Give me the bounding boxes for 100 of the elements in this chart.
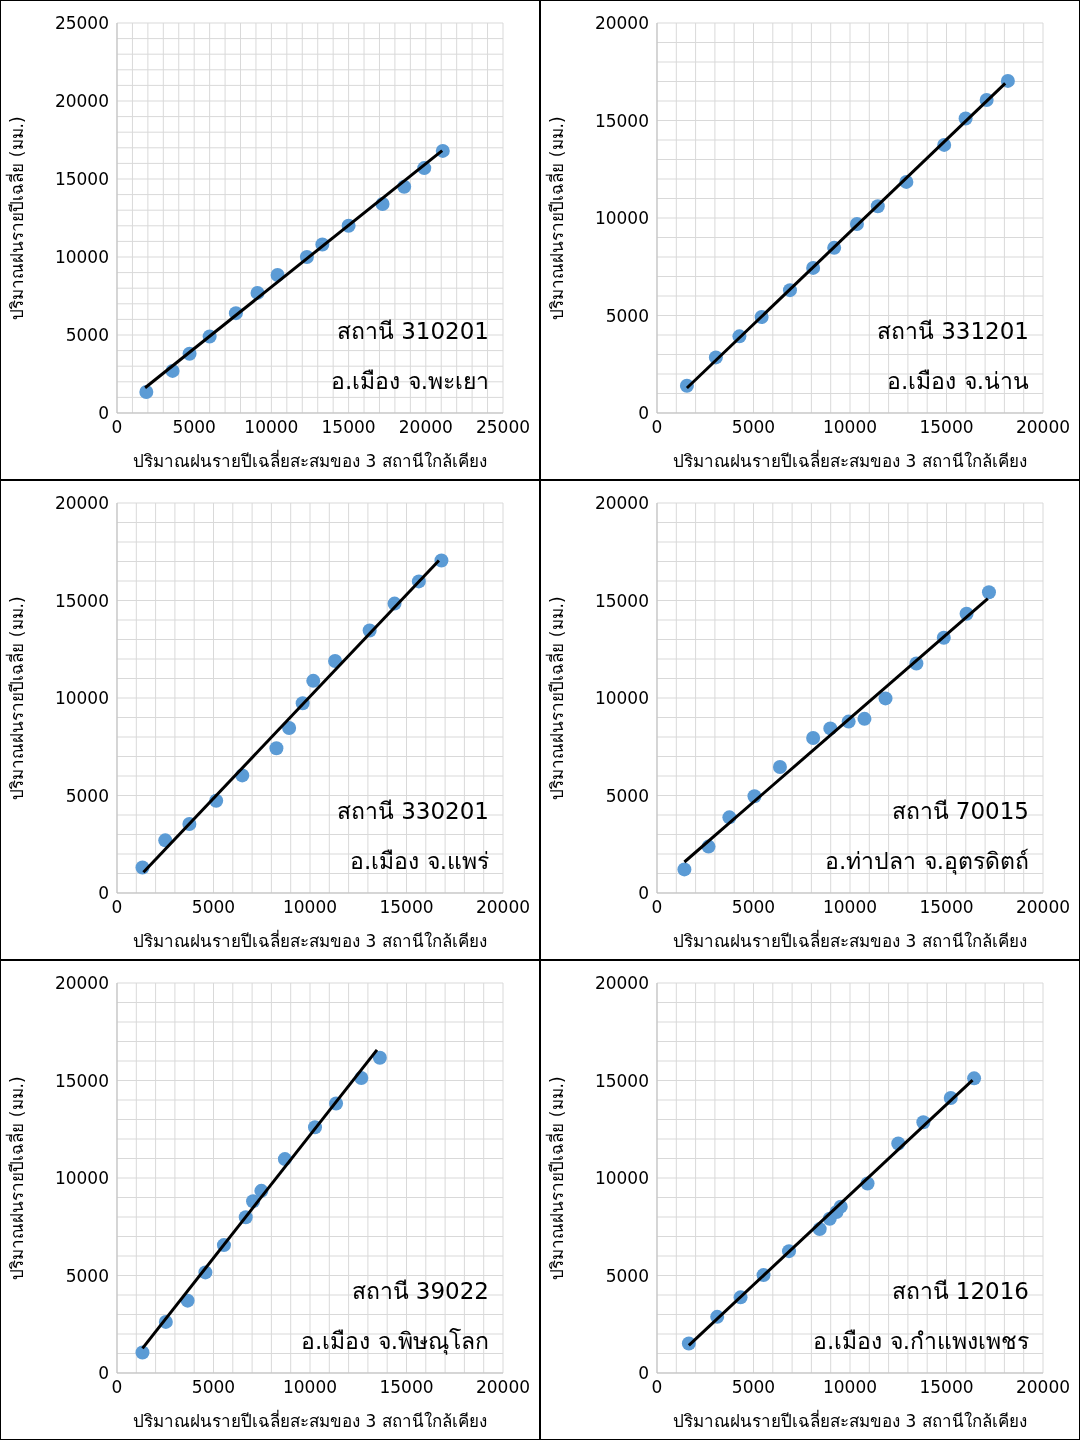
point <box>139 384 154 399</box>
y-tick-label: 0 <box>638 883 649 904</box>
x-tick-label: 0 <box>651 1377 663 1398</box>
y-tick-label: 0 <box>98 883 109 904</box>
x-tick-label: 10000 <box>822 1377 878 1398</box>
annotation: อ.เมือง จ.น่าน <box>886 367 1029 396</box>
annotation: สถานี 331201 <box>876 317 1029 346</box>
point <box>135 1345 150 1360</box>
y-axis-title: ปริมาณฝนรายปีเฉลี่ย (มม.) <box>545 116 568 320</box>
y-tick-label: 20000 <box>594 493 649 514</box>
x-tick-label: 5000 <box>731 417 776 438</box>
y-tick-label: 5000 <box>65 1265 109 1286</box>
x-axis-title: ปริมาณฝนรายปีเฉลี่ยสะสมของ 3 สถานีใกล้เคียง <box>673 449 1027 471</box>
y-tick-label: 5000 <box>605 1265 649 1286</box>
annotation: สถานี 12016 <box>890 1277 1029 1306</box>
y-tick-label: 15000 <box>54 169 109 190</box>
x-tick-label: 0 <box>111 897 123 918</box>
x-axis-title: ปริมาณฝนรายปีเฉลี่ยสะสมของ 3 สถานีใกล้เคียง <box>673 929 1027 951</box>
x-tick-label: 25000 <box>475 417 531 438</box>
x-tick-label: 0 <box>111 1377 123 1398</box>
y-tick-label: 20000 <box>594 973 649 994</box>
y-tick-label: 15000 <box>54 1070 109 1091</box>
y-axis-title: ปริมาณฝนรายปีเฉลี่ย (มม.) <box>5 116 28 320</box>
point <box>269 741 284 756</box>
x-tick-label: 10000 <box>822 897 878 918</box>
y-tick-label: 0 <box>98 403 109 424</box>
annotation: สถานี 330201 <box>336 797 489 826</box>
annotation: อ.เมือง จ.พะเยา <box>331 367 489 396</box>
y-tick-label: 20000 <box>54 493 109 514</box>
y-tick-label: 5000 <box>605 305 649 326</box>
point <box>967 1071 982 1086</box>
y-axis-title: ปริมาณฝนรายปีเฉลี่ย (มม.) <box>545 596 568 800</box>
x-tick-label: 20000 <box>1015 417 1071 438</box>
x-tick-label: 5000 <box>731 1377 776 1398</box>
y-tick-label: 0 <box>98 1363 109 1384</box>
y-tick-label: 15000 <box>594 1070 649 1091</box>
x-tick-label: 15000 <box>321 417 376 438</box>
y-tick-label: 10000 <box>54 688 109 709</box>
y-tick-label: 20000 <box>594 13 649 34</box>
y-tick-label: 0 <box>638 403 649 424</box>
y-tick-label: 15000 <box>54 590 109 611</box>
y-axis-title: ปริมาณฝนรายปีเฉลี่ย (มม.) <box>5 596 28 800</box>
point <box>857 711 872 726</box>
x-tick-label: 5000 <box>191 1377 236 1398</box>
x-tick-label: 15000 <box>379 1377 434 1398</box>
point <box>1000 73 1015 88</box>
x-tick-label: 20000 <box>1015 1377 1071 1398</box>
annotation: อ.ท่าปลา จ.อุตรดิตถ์ <box>825 847 1029 877</box>
x-tick-label: 15000 <box>379 897 434 918</box>
x-tick-label: 10000 <box>822 417 878 438</box>
x-tick-label: 20000 <box>398 417 453 438</box>
x-tick-label: 5000 <box>172 417 216 438</box>
point <box>677 862 692 877</box>
x-tick-label: 15000 <box>919 897 974 918</box>
y-tick-label: 10000 <box>54 247 109 268</box>
y-tick-label: 10000 <box>594 1168 649 1189</box>
x-tick-label: 10000 <box>282 897 338 918</box>
x-tick-label: 20000 <box>475 897 531 918</box>
point <box>306 673 321 688</box>
y-axis-title: ปริมาณฝนรายปีเฉลี่ย (มม.) <box>545 1076 568 1280</box>
x-axis-title: ปริมาณฝนรายปีเฉลี่ยสะสมของ 3 สถานีใกล้เคียง <box>133 1409 487 1431</box>
annotation: อ.เมือง จ.พิษณุโลก <box>301 1327 489 1357</box>
point <box>372 1050 387 1065</box>
y-tick-label: 10000 <box>594 208 649 229</box>
annotation: อ.เมือง จ.กำแพงเพชร <box>813 1327 1029 1356</box>
y-axis-title: ปริมาณฝนรายปีเฉลี่ย (มม.) <box>5 1076 28 1280</box>
x-axis-title: ปริมาณฝนรายปีเฉลี่ยสะสมของ 3 สถานีใกล้เคียง <box>133 929 487 951</box>
annotation: อ.เมือง จ.แพร่ <box>349 847 489 876</box>
x-tick-label: 20000 <box>475 1377 531 1398</box>
y-tick-label: 10000 <box>594 688 649 709</box>
x-tick-label: 15000 <box>919 417 974 438</box>
point <box>282 721 297 736</box>
point <box>981 585 996 600</box>
x-tick-label: 5000 <box>731 897 776 918</box>
annotation: สถานี 39022 <box>350 1277 489 1306</box>
x-tick-label: 0 <box>651 417 663 438</box>
y-tick-label: 5000 <box>65 325 109 346</box>
y-tick-label: 25000 <box>54 13 109 34</box>
y-tick-label: 15000 <box>594 590 649 611</box>
x-tick-label: 5000 <box>191 897 236 918</box>
y-tick-label: 10000 <box>54 1168 109 1189</box>
x-tick-label: 0 <box>111 417 123 438</box>
x-tick-label: 15000 <box>919 1377 974 1398</box>
x-tick-label: 0 <box>651 897 663 918</box>
point <box>772 760 787 775</box>
y-tick-label: 5000 <box>605 785 649 806</box>
y-tick-label: 5000 <box>65 785 109 806</box>
y-tick-label: 15000 <box>594 110 649 131</box>
point <box>878 691 893 706</box>
y-tick-label: 0 <box>638 1363 649 1384</box>
x-tick-label: 10000 <box>244 417 299 438</box>
x-axis-title: ปริมาณฝนรายปีเฉลี่ยสะสมของ 3 สถานีใกล้เคียง <box>673 1409 1027 1431</box>
x-tick-label: 10000 <box>282 1377 338 1398</box>
point <box>806 730 821 745</box>
annotation: สถานี 70015 <box>890 797 1029 826</box>
y-tick-label: 20000 <box>54 91 109 112</box>
x-tick-label: 20000 <box>1015 897 1071 918</box>
y-tick-label: 20000 <box>54 973 109 994</box>
annotation: สถานี 310201 <box>335 317 489 346</box>
x-axis-title: ปริมาณฝนรายปีเฉลี่ยสะสมของ 3 สถานีใกล้เคียง <box>133 449 487 471</box>
